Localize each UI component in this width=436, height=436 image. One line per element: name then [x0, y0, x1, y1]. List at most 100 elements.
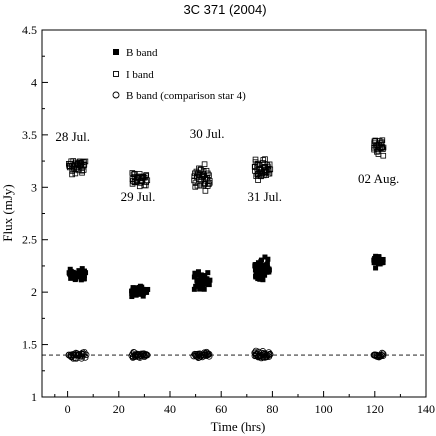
data-point-b-band [81, 273, 87, 279]
data-point-b-band [191, 274, 197, 280]
data-point-i-band [198, 174, 205, 180]
data-point-b-band-comparison-star-4 [81, 354, 89, 361]
data-point-i-band [202, 188, 209, 194]
data-point-b-band-comparison-star-4 [379, 350, 387, 358]
legend-marker-comparison-star [112, 91, 120, 99]
date-annotation: 31 Jul. [247, 189, 282, 204]
data-point-b-band [129, 294, 135, 300]
legend-label-b-band: B band [126, 47, 158, 59]
data-point-i-band [130, 178, 136, 184]
y-tick-label: 2.5 [22, 233, 37, 247]
data-point-b-band [83, 270, 89, 276]
plot-frame [41, 29, 427, 398]
legend: B band I band B band (comparison star 4) [112, 47, 246, 102]
data-point-b-band [376, 254, 382, 260]
data-point-i-band [194, 182, 201, 189]
data-point-i-band [82, 158, 89, 165]
data-point-i-band [262, 156, 268, 162]
data-point-i-band [206, 172, 212, 179]
legend-label-comparison-star: B band (comparison star 4) [126, 90, 246, 102]
date-annotation: 02 Aug. [358, 171, 399, 186]
legend-marker-i-band [113, 71, 119, 77]
data-point-i-band [196, 165, 202, 172]
data-point-b-band [262, 254, 268, 260]
data-point-i-band [380, 152, 387, 159]
chart-title: 3C 371 (2004) [183, 2, 266, 17]
data-point-b-band [380, 256, 386, 262]
data-point-b-band [129, 290, 135, 296]
x-tick-label: 120 [366, 402, 384, 416]
data-point-i-band [266, 170, 273, 177]
x-tick-label: 40 [164, 402, 176, 416]
data-point-b-band [265, 256, 271, 262]
y-tick-label: 3 [31, 180, 37, 194]
data-point-b-band-comparison-star-4 [205, 353, 213, 360]
data-point-b-band [380, 259, 386, 265]
data-point-i-band [197, 167, 204, 173]
data-point-b-band [144, 289, 150, 295]
data-point-b-band [258, 257, 264, 263]
date-annotation: 28 Jul. [55, 129, 90, 144]
data-point-i-band [81, 161, 88, 168]
date-annotation: 30 Jul. [190, 126, 225, 141]
data-point-i-band [204, 170, 211, 177]
data-point-b-band [373, 265, 379, 271]
x-tick-label: 0 [65, 402, 71, 416]
data-point-b-band [198, 272, 204, 278]
data-point-b-band [191, 286, 197, 292]
x-tick-label: 100 [315, 402, 333, 416]
legend-label-i-band: I band [126, 69, 154, 81]
data-point-i-band [380, 144, 387, 151]
data-point-i-band [267, 166, 274, 173]
data-point-b-band [201, 286, 207, 292]
y-tick-label: 4 [31, 75, 37, 89]
data-point-i-band [206, 178, 213, 184]
data-point-b-band [373, 253, 379, 259]
data-point-i-band [72, 170, 79, 177]
data-point-b-band [260, 277, 266, 283]
annotations: 28 Jul. 29 Jul. 30 Jul. 31 Jul. 02 Aug. [55, 126, 399, 204]
y-tick-label: 4.5 [22, 23, 37, 37]
y-tick-label: 3.5 [22, 128, 37, 142]
data-point-b-band [261, 270, 267, 276]
data-point-b-band-comparison-star-4 [82, 351, 90, 359]
data-point-b-band [145, 286, 151, 292]
data-point-i-band [143, 173, 149, 179]
data-point-b-band-comparison-star-4 [205, 350, 213, 358]
data-point-b-band [205, 270, 211, 276]
y-axis-label: Flux (mJy) [0, 184, 15, 241]
data-point-i-band [143, 179, 150, 185]
y-tick-label: 1 [31, 390, 37, 404]
data-point-b-band [257, 276, 263, 282]
data-point-b-band [266, 267, 272, 273]
data-point-i-band [380, 146, 386, 152]
data-point-i-band [260, 157, 267, 163]
x-tick-label: 60 [215, 402, 227, 416]
data-points [65, 137, 387, 362]
x-tick-label: 20 [113, 402, 125, 416]
data-point-i-band [79, 169, 85, 176]
x-axis-label: Time (hrs) [211, 419, 266, 434]
data-point-b-band [207, 277, 213, 283]
data-point-b-band [202, 273, 208, 279]
date-annotation: 29 Jul. [121, 189, 156, 204]
data-point-b-band [264, 262, 270, 268]
data-point-i-band [201, 161, 208, 168]
y-tick-label: 1.5 [22, 338, 37, 352]
data-point-b-band [262, 272, 268, 278]
data-point-b-band [195, 272, 201, 278]
y-tick-label: 2 [31, 285, 37, 299]
data-point-b-band [256, 261, 262, 267]
data-point-b-band [81, 276, 87, 282]
data-point-i-band [379, 137, 386, 144]
data-point-b-band [253, 271, 259, 277]
data-point-i-band [80, 167, 87, 173]
data-point-b-band-comparison-star-4 [143, 351, 151, 359]
data-point-b-band [133, 292, 139, 298]
axis-ticks: 0 20 40 60 80 100 120 140 1 1.5 2 2.5 3 3.5 4 4.5 [22, 23, 435, 416]
data-point-b-band [193, 283, 199, 289]
data-point-i-band [144, 177, 151, 184]
data-point-b-band [140, 293, 146, 299]
